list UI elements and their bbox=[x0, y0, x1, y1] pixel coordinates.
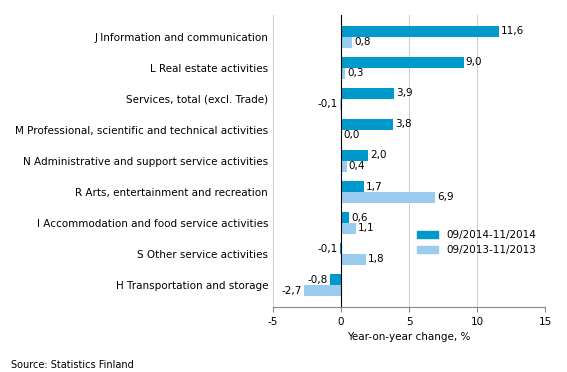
Text: 0,8: 0,8 bbox=[354, 37, 370, 47]
Text: 2,0: 2,0 bbox=[370, 151, 387, 160]
Text: 0,3: 0,3 bbox=[347, 68, 363, 78]
Text: 3,8: 3,8 bbox=[395, 119, 412, 129]
Text: 3,9: 3,9 bbox=[396, 89, 413, 98]
Bar bbox=[341, 88, 394, 99]
Text: 0,6: 0,6 bbox=[352, 212, 368, 222]
Text: -0,1: -0,1 bbox=[318, 244, 338, 254]
Bar bbox=[341, 161, 346, 172]
Bar bbox=[340, 243, 341, 254]
Bar bbox=[340, 99, 341, 110]
Bar bbox=[304, 285, 341, 296]
Text: 0,4: 0,4 bbox=[349, 161, 365, 171]
Bar bbox=[341, 37, 352, 48]
Text: 6,9: 6,9 bbox=[437, 192, 454, 202]
Text: 1,8: 1,8 bbox=[367, 254, 384, 264]
Bar bbox=[341, 150, 369, 161]
Bar bbox=[341, 223, 356, 234]
Text: Source: Statistics Finland: Source: Statistics Finland bbox=[11, 360, 134, 370]
Bar bbox=[341, 181, 364, 192]
Bar bbox=[341, 57, 464, 68]
Bar bbox=[341, 119, 393, 130]
Text: -2,7: -2,7 bbox=[282, 286, 302, 295]
Text: 11,6: 11,6 bbox=[501, 26, 524, 36]
Bar bbox=[341, 26, 499, 37]
Legend: 09/2014-11/2014, 09/2013-11/2013: 09/2014-11/2014, 09/2013-11/2013 bbox=[413, 226, 540, 259]
Bar bbox=[341, 254, 366, 265]
Text: 9,0: 9,0 bbox=[466, 57, 482, 67]
Bar bbox=[341, 192, 435, 203]
X-axis label: Year-on-year change, %: Year-on-year change, % bbox=[348, 332, 471, 342]
Text: 1,1: 1,1 bbox=[358, 224, 375, 234]
Text: -0,8: -0,8 bbox=[308, 275, 328, 285]
Text: 0,0: 0,0 bbox=[343, 130, 359, 140]
Text: -0,1: -0,1 bbox=[318, 99, 338, 109]
Bar bbox=[341, 68, 345, 78]
Bar bbox=[330, 274, 341, 285]
Bar bbox=[341, 212, 349, 223]
Text: 1,7: 1,7 bbox=[366, 182, 383, 192]
